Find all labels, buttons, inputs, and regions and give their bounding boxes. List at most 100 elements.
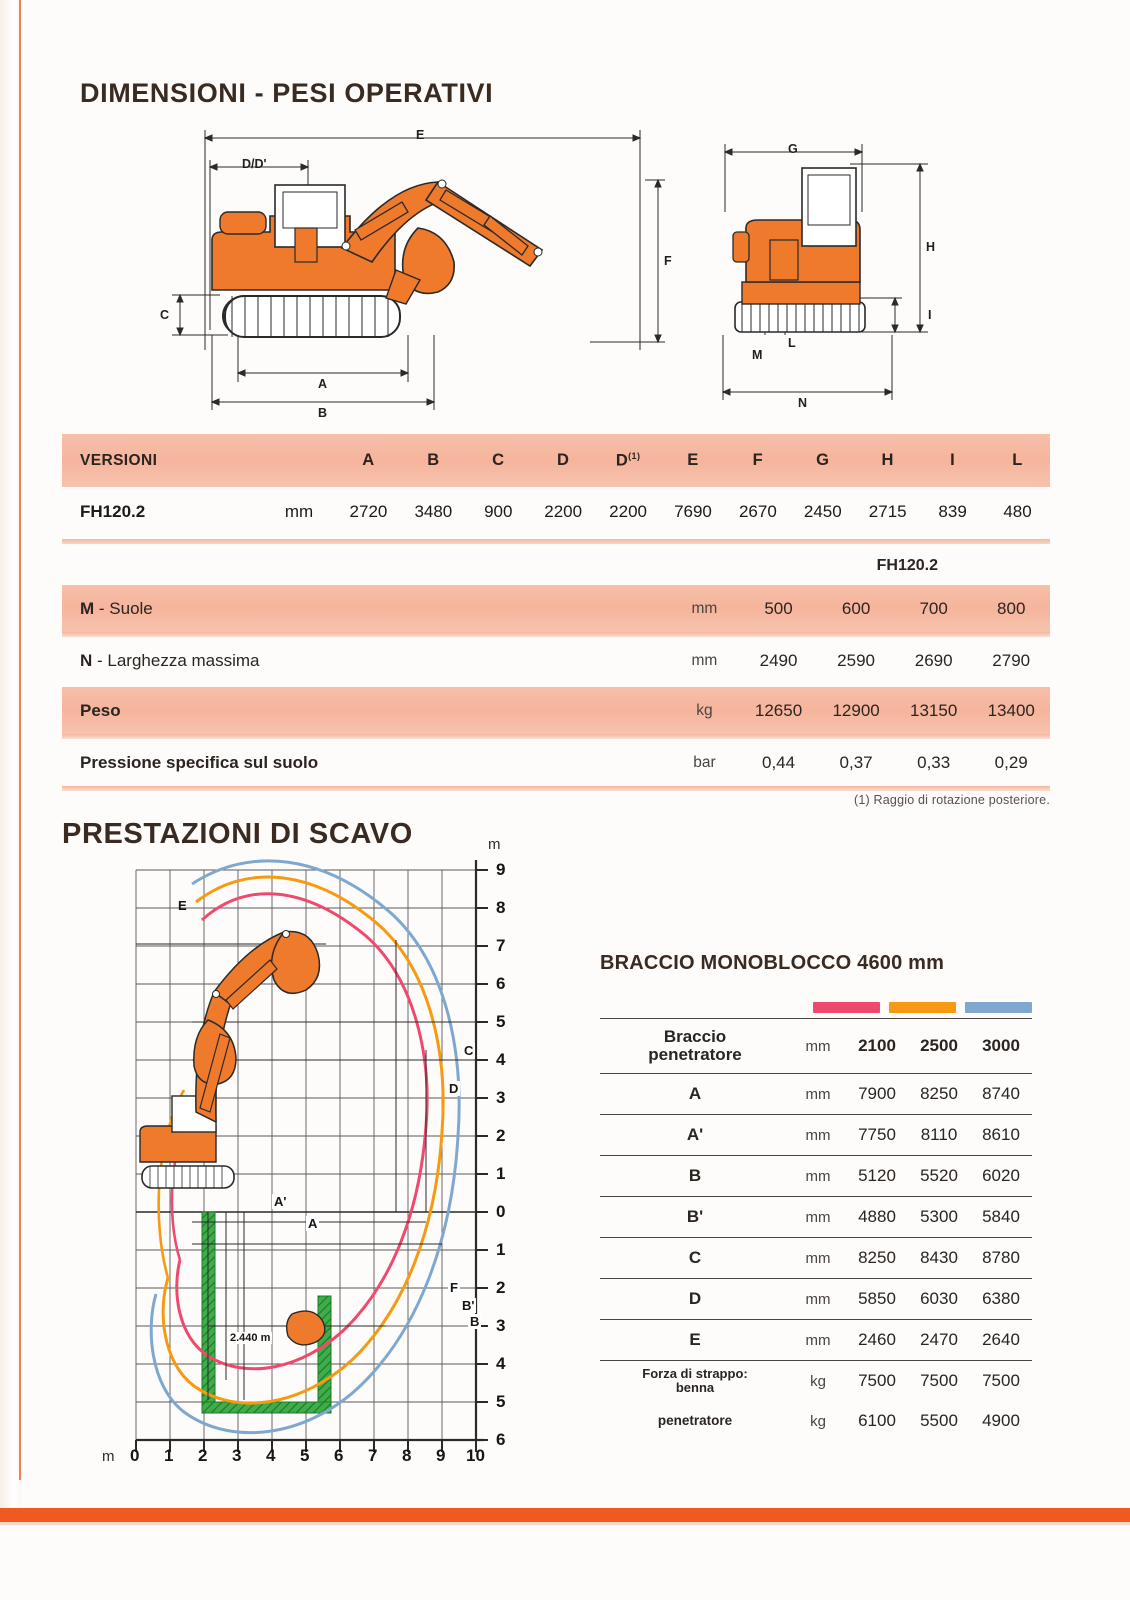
x-tick-4: 4 [266,1446,276,1465]
y-tick-neg5: 5 [496,1392,506,1411]
col-header-d1: D(1) [596,451,661,471]
cell-b-2100: 5120 [858,1166,896,1185]
row-label-larghezza: N - Larghezza massima [62,651,669,671]
table-pesi: FH120.2 M - Suole mm 500 600 700 800 N -… [62,557,1050,791]
x-tick-9: 9 [436,1446,446,1465]
chart-annotation-B: B [468,1314,482,1329]
y-tick-1: 1 [496,1164,506,1183]
row-label-b: B [688,1166,702,1186]
x-tick-2: 2 [198,1446,208,1465]
cell-aprime-3000: 8610 [982,1125,1020,1144]
col-header-line2: penetratore [648,1045,742,1064]
table-row-suole: M - Suole mm 500 600 700 800 [62,585,1050,632]
row-unit-e: mm [805,1331,831,1349]
cell-suole-700: 700 [919,598,948,618]
rule-after-suole [62,632,1050,637]
drawing-label-B: B [318,406,328,420]
cell-f: 2670 [738,502,777,521]
row-unit-larghezza: mm [691,651,718,669]
working-range-chart: m 9 8 7 6 5 4 3 2 1 0 1 2 3 4 5 6 m 0 1 … [96,836,516,1465]
col-header-versioni: VERSIONI [80,451,158,469]
y-tick-5: 5 [496,1012,506,1031]
row-unit-b: mm [805,1167,831,1185]
row-unit-penetratore: kg [810,1412,826,1430]
y-tick-neg2: 2 [496,1278,506,1297]
cell-bprime-2100: 4880 [858,1207,896,1226]
cell-d: 2200 [544,502,583,521]
chart-annotation-A: A [306,1216,320,1231]
col-header-d: D [557,451,570,469]
y-tick-7: 7 [496,936,506,955]
y-tick-9: 9 [496,860,506,879]
cell-c-2500: 8430 [920,1248,958,1267]
row-label-aprime: A' [686,1125,704,1145]
row-label-peso-text: Peso [80,700,121,720]
page-title-performance: PRESTAZIONI DI SCAVO [62,818,413,850]
cell-penetratore-2100: 6100 [858,1411,896,1430]
excavator-dimension-svg [172,130,928,410]
x-axis-unit-label: m [102,1448,115,1465]
cell-b-3000: 6020 [982,1166,1020,1185]
bottom-orange-bar [0,1508,1130,1522]
row-label-peso: Peso [62,701,669,721]
cell-aprime-2500: 8110 [920,1125,958,1144]
drawing-label-I: I [928,308,932,322]
drawing-label-L: L [788,336,796,350]
x-tick-7: 7 [368,1446,378,1465]
col-header-h: H [881,451,894,469]
col-header-d1-sup: (1) [628,450,641,461]
series-color-legend [813,1002,1032,1013]
row-unit-c: mm [805,1249,831,1267]
row-label-c: C [688,1248,702,1268]
table-row-peso: Peso kg 12650 12900 13150 13400 [62,687,1050,734]
col-header-2500: 2500 [920,1036,958,1055]
row-unit-d: mm [805,1290,831,1308]
swatch-2100 [813,1002,880,1013]
rule-after-peso [62,734,1050,739]
chart-annotation-Aprime: A' [272,1194,289,1209]
cell-pressione-800: 0,29 [994,752,1028,772]
col-header-c: C [492,451,505,469]
col-header-2100: 2100 [858,1036,896,1055]
table-row: FH120.2 mm 2720 3480 900 2200 2200 7690 … [62,487,1050,537]
cell-aprime-2100: 7750 [858,1125,896,1144]
cell-larghezza-800: 2790 [992,650,1031,670]
row-label-larghezza-text: - Larghezza massima [92,650,260,670]
table-versioni-header-row: VERSIONI A B C D D(1) E F G H I L [62,434,1050,487]
drawing-label-E: E [416,128,425,142]
x-tick-6: 6 [334,1446,344,1465]
table-versioni: VERSIONI A B C D D(1) E F G H I L FH120.… [62,434,1050,544]
row-label-bprime: B' [686,1207,704,1227]
drawing-label-A: A [318,377,328,391]
bottom-light-bar [0,1522,1130,1525]
col-header-g: G [816,451,830,469]
chart-annotation-D: D [447,1081,461,1096]
swatch-3000 [965,1002,1032,1013]
cell-pressione-700: 0,33 [917,752,951,772]
table-versioni-bottom-rule [62,539,1050,544]
table-row: C mm 8250 8430 8780 [600,1237,1032,1278]
drawing-label-C: C [160,308,170,322]
cell-bprime-3000: 5840 [982,1207,1020,1226]
cell-c-2100: 8250 [858,1248,896,1267]
col-header-d1-letter: D [615,451,629,470]
col-header-l: L [1012,451,1023,469]
cell-peso-500: 12650 [754,700,803,720]
y-tick-neg3: 3 [496,1316,506,1335]
row-unit-suole: mm [691,599,718,617]
cell-d-2500: 6030 [920,1289,958,1308]
y-axis-unit-label: m [488,836,501,853]
cell-larghezza-500: 2490 [759,650,798,670]
drawing-label-H: H [926,240,936,254]
cell-e-2500: 2470 [920,1330,958,1349]
table-row-pressione: Pressione specifica sul suolo bar 0,44 0… [62,739,1050,786]
cell-forza-benna-3000: 7500 [982,1371,1020,1390]
table-row: B mm 5120 5520 6020 [600,1155,1032,1196]
chart-annotation-radius: 2.440 m [228,1332,273,1344]
cell-l: 480 [1003,502,1032,521]
forza-line2: benna [675,1380,715,1395]
y-tick-2: 2 [496,1126,506,1145]
drawing-label-N: N [798,396,808,410]
cell-suole-600: 600 [841,598,871,618]
drawing-label-M: M [752,348,763,362]
